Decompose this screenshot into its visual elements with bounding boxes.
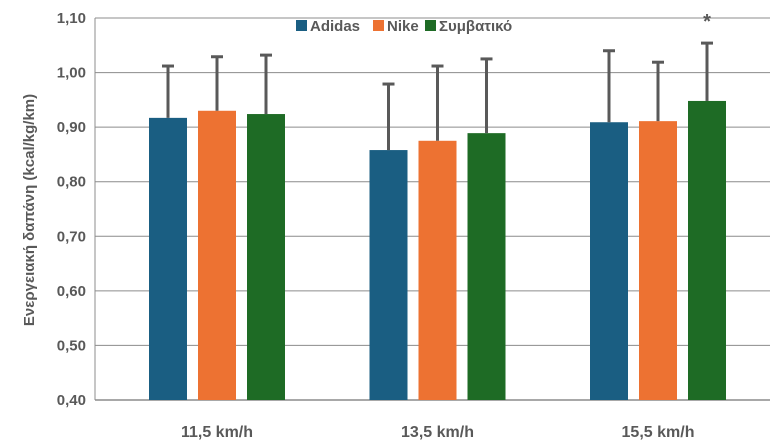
bars: * (149, 11, 726, 401)
x-tick-label: 13,5 km/h (401, 424, 474, 441)
y-tick-label: 0,40 (57, 392, 86, 409)
y-tick-label: 0,60 (57, 283, 86, 300)
bar-adidas (590, 122, 628, 400)
legend: Adidas Nike Συμβατικό (296, 18, 512, 35)
bar-adidas (369, 150, 408, 400)
y-tick-labels: 0,40 0,50 0,60 0,70 0,80 0,90 1,00 1,10 (57, 10, 86, 409)
bar-nike (639, 121, 677, 400)
bar-nike (198, 110, 236, 401)
bar-συμβατικό (467, 133, 506, 400)
y-tick-label: 0,50 (57, 337, 86, 354)
x-tick-labels: 11,5 km/h 13,5 km/h 15,5 km/h (181, 424, 694, 441)
y-tick-label: 0,80 (57, 174, 86, 191)
y-tick-label: 1,10 (57, 10, 86, 27)
legend-swatch (296, 20, 307, 31)
legend-label: Συμβατικό (439, 18, 512, 35)
y-tick-label: 0,70 (57, 228, 86, 245)
bar-συμβατικό (688, 100, 726, 400)
x-tick-label: 11,5 km/h (181, 424, 253, 441)
legend-label: Adidas (310, 18, 360, 35)
x-tick-label: 15,5 km/h (622, 424, 695, 441)
bar-συμβατικό (247, 114, 285, 400)
legend-swatch (425, 20, 436, 31)
bar-adidas (149, 117, 187, 400)
y-tick-label: 0,90 (57, 119, 86, 136)
legend-label: Nike (387, 18, 419, 35)
y-axis-label: Ενεργειακή δαπάνη (kcal/kg/km) (21, 94, 38, 326)
legend-swatch (373, 20, 384, 31)
bar-nike (418, 140, 457, 401)
y-tick-label: 1,00 (57, 65, 86, 82)
significance-asterisk: * (703, 11, 711, 33)
